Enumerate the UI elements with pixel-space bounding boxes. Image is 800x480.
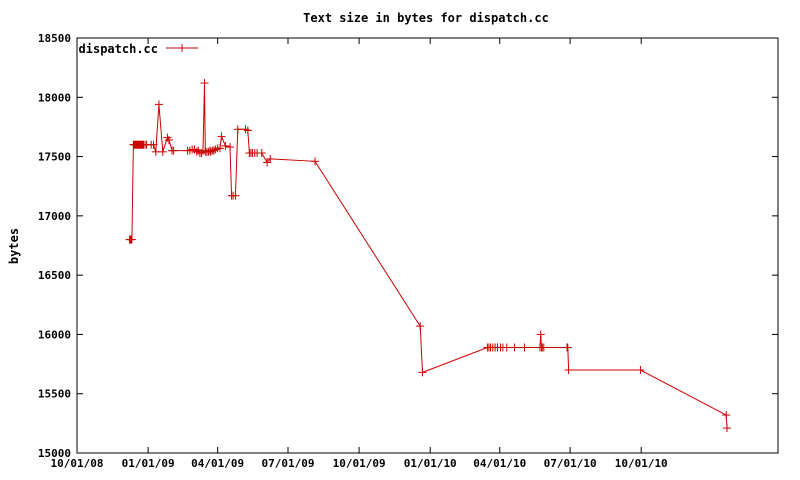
- data-point: [217, 132, 226, 141]
- data-point: [536, 330, 545, 339]
- x-tick-label: 10/01/10: [615, 457, 668, 470]
- series-layer: [125, 79, 731, 433]
- data-point: [221, 141, 230, 150]
- legend-label-dispatch-cc: dispatch.cc: [79, 42, 158, 56]
- x-tick-label: 07/01/09: [262, 457, 315, 470]
- data-point: [154, 100, 163, 109]
- y-tick-label: 16000: [38, 328, 71, 341]
- data-point: [231, 191, 240, 200]
- data-point: [226, 143, 235, 152]
- data-point: [564, 366, 573, 374]
- data-point: [510, 343, 519, 352]
- series-line-dispatch-cc: [129, 83, 728, 429]
- data-point: [243, 126, 252, 135]
- data-point: [215, 144, 224, 153]
- legend-marker: [178, 44, 186, 52]
- x-tick-label: 10/01/08: [51, 457, 104, 470]
- data-point: [127, 235, 136, 244]
- x-tick-label: 04/01/10: [473, 457, 526, 470]
- data-point: [636, 366, 645, 374]
- data-point: [563, 343, 572, 352]
- x-tick-label: 01/01/09: [122, 457, 175, 470]
- data-point: [311, 157, 320, 166]
- y-axis-ticks: 15000 15500 16000 16500 17000 17500 18000 18500: [38, 32, 778, 460]
- x-tick-label: 01/01/10: [404, 457, 457, 470]
- data-point: [520, 343, 529, 352]
- data-point: [539, 343, 548, 352]
- y-tick-label: 15000: [38, 447, 71, 460]
- data-point: [257, 149, 266, 158]
- y-tick-label: 18000: [38, 91, 71, 104]
- y-axis-label: bytes: [7, 228, 21, 264]
- data-point: [722, 424, 731, 433]
- plot-area-border: [76, 37, 779, 454]
- data-point: [418, 368, 427, 377]
- data-point: [158, 147, 167, 156]
- x-tick-label: 04/01/09: [191, 457, 244, 470]
- chart-title: Text size in bytes for dispatch.cc: [303, 11, 549, 25]
- data-point: [722, 411, 731, 420]
- data-point: [416, 322, 425, 331]
- x-tick-label: 10/01/09: [333, 457, 386, 470]
- y-tick-label: 15500: [38, 388, 71, 401]
- data-point: [200, 79, 209, 88]
- data-point: [151, 147, 160, 156]
- y-tick-label: 16500: [38, 269, 71, 282]
- data-point: [149, 140, 158, 149]
- y-tick-label: 18500: [38, 32, 71, 45]
- data-point: [169, 146, 178, 155]
- data-point: [233, 125, 242, 134]
- data-point: [502, 343, 511, 352]
- data-point: [164, 135, 173, 144]
- y-tick-label: 17500: [38, 151, 71, 164]
- data-point: [266, 154, 275, 163]
- x-tick-label: 07/01/10: [544, 457, 597, 470]
- y-tick-label: 17000: [38, 210, 71, 223]
- x-axis-ticks: 10/01/08 01/01/09 04/01/09 07/01/09 10/01/09…: [51, 38, 668, 470]
- legend: dispatch.cc: [79, 42, 198, 56]
